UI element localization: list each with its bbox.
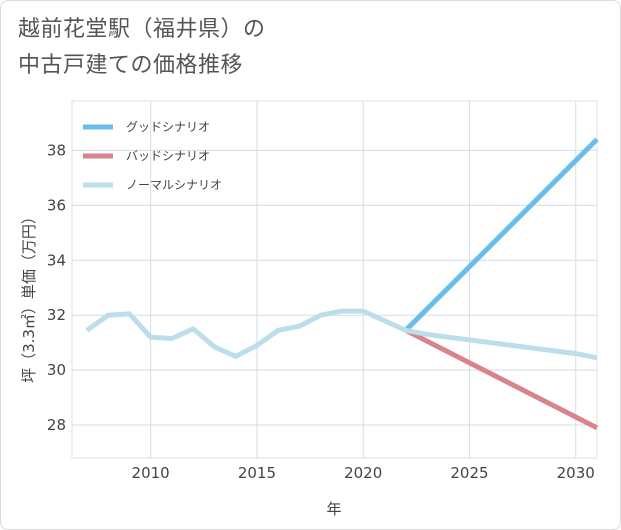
chart-title: 越前花堂駅（福井県）の 中古戸建ての価格推移 xyxy=(18,12,266,84)
x-tick-label: 2010 xyxy=(132,464,170,482)
bad-scenario-line xyxy=(404,328,599,431)
good-scenario-line xyxy=(403,137,599,333)
x-tick-label: 2015 xyxy=(238,464,276,482)
x-tick-label: 2025 xyxy=(450,464,488,482)
plot-area xyxy=(71,100,598,459)
chart-title-line-2: 中古戸建ての価格推移 xyxy=(18,53,244,78)
y-tick-label: 28 xyxy=(47,416,66,434)
axis-ticks: 2010 2015 2020 2025 2030 28 30 32 34 36 38 xyxy=(47,141,595,482)
x-tick-label: 2020 xyxy=(344,464,382,482)
y-tick-label: 36 xyxy=(47,196,66,214)
legend-item-normal-label: ノーマルシナリオ xyxy=(126,178,222,192)
legend-item-good-label: グッドシナリオ xyxy=(126,120,210,134)
grid-lines xyxy=(72,101,597,458)
y-tick-label: 34 xyxy=(47,251,66,269)
normal-scenario-line xyxy=(85,308,598,361)
y-axis-title: 坪（3.3㎡）単価（万円） xyxy=(20,209,38,383)
x-axis-title: 年 xyxy=(326,500,341,518)
y-tick-label: 32 xyxy=(47,306,66,324)
y-tick-label: 38 xyxy=(47,141,66,159)
legend-item-bad-label: バッドシナリオ xyxy=(126,149,210,163)
series-lines xyxy=(85,137,599,431)
x-tick-label: 2030 xyxy=(557,464,595,482)
chart-title-line-1: 越前花堂駅（福井県）の xyxy=(18,17,266,42)
y-tick-label: 30 xyxy=(47,361,66,379)
